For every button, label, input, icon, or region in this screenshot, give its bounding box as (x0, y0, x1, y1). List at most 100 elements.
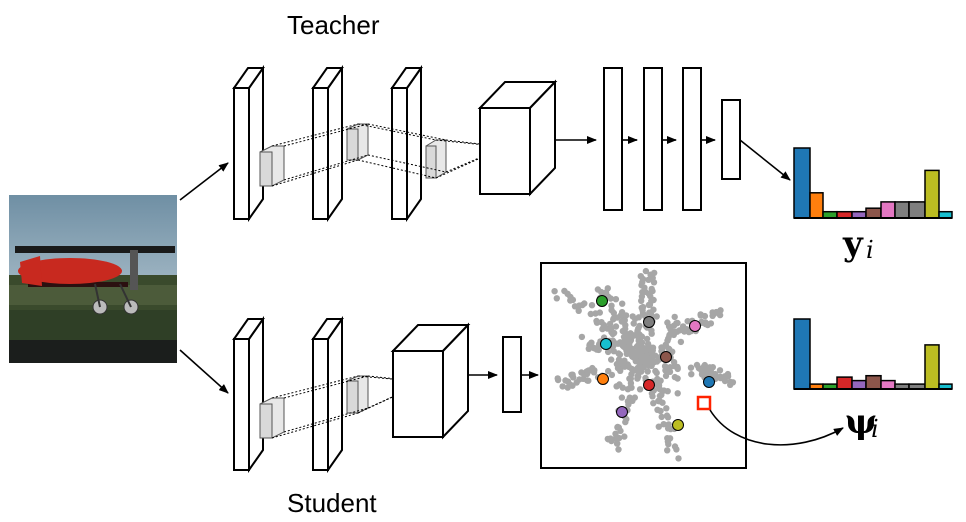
embedding-point (665, 441, 672, 448)
embedding-point (619, 327, 626, 335)
teacher-network (232, 64, 791, 223)
centroid-cyan (600, 338, 612, 350)
centroid-olive (672, 419, 684, 431)
query-point-marker (696, 395, 712, 411)
histogram-bar (851, 379, 867, 390)
embedding-point (688, 371, 695, 378)
embedding-point (575, 307, 582, 314)
embedding-point (650, 306, 657, 313)
histogram-bar (836, 376, 853, 390)
embedding-point (666, 435, 674, 442)
student-conv-layer-2 (311, 315, 369, 474)
embedding-point (576, 376, 583, 383)
embedding-point (621, 357, 628, 364)
embedding-point (653, 313, 660, 320)
embedding-point (674, 390, 681, 397)
embedding-point (721, 377, 729, 385)
student-label: Student (287, 488, 377, 518)
embedding-point (635, 325, 642, 332)
embedding-point (596, 309, 603, 316)
embedding-point (608, 371, 616, 379)
teacher-histogram (793, 147, 953, 219)
embedding-point (673, 320, 680, 327)
teacher-feature-cube (477, 79, 558, 197)
embedding-point (662, 342, 670, 349)
embedding-point (618, 394, 626, 401)
embedding-point (553, 295, 560, 302)
histogram-bar (865, 207, 882, 219)
histogram-bar (908, 201, 926, 219)
embedding-point (629, 313, 636, 320)
svg-text:ψ: ψ (845, 402, 877, 442)
centroid-gray (643, 316, 655, 328)
embedding-point (636, 338, 643, 345)
centroid-green (596, 295, 608, 307)
svg-text:i: i (866, 236, 874, 264)
embedding-point (664, 337, 671, 344)
embedding-point (660, 421, 667, 428)
centroid-purple (616, 406, 628, 418)
embedding-point (642, 267, 650, 275)
embedding-point (657, 377, 664, 384)
embedding-point (643, 335, 651, 343)
embedding-point (638, 282, 645, 289)
embedding-point (664, 447, 671, 454)
embedding-point (615, 446, 622, 453)
embedding-point (627, 349, 635, 357)
teacher-conv-layer-2 (311, 64, 369, 223)
embedding-point (612, 296, 620, 303)
embedding-point (612, 430, 619, 437)
embedding-point (593, 319, 601, 326)
embedding-point-cloud (551, 267, 737, 462)
embedding-point (717, 373, 724, 380)
embedding-point (687, 364, 695, 371)
embedding-point (636, 386, 644, 393)
embedding-point (648, 297, 655, 305)
student-output-label: ψ i (845, 402, 879, 443)
arrow-image-to-teacher (179, 162, 229, 201)
embedding-point (653, 369, 660, 377)
arrow-image-to-student (179, 349, 229, 394)
embedding-point (655, 423, 662, 430)
embedding-point (569, 382, 576, 389)
embedding-point (671, 313, 678, 321)
embedding-point (590, 344, 597, 351)
embedding-point (677, 338, 685, 346)
histogram-bar (865, 374, 882, 390)
embedding-point (569, 371, 576, 378)
centroid-red (643, 379, 655, 391)
embedding-point (702, 319, 709, 326)
embedding-point (554, 376, 562, 384)
embedding-point (665, 421, 672, 428)
embedding-point (650, 359, 657, 366)
embedding-point (716, 367, 724, 374)
histogram-bar (793, 318, 811, 390)
embedding-point (585, 377, 592, 384)
embedding-point (626, 375, 633, 382)
embedding-point (639, 307, 646, 314)
embedding-point (650, 400, 657, 407)
histogram-bar (924, 169, 940, 219)
embedding-point (638, 351, 645, 358)
embedding-point (624, 386, 632, 393)
student-histogram (793, 318, 953, 390)
embedding-point (559, 383, 566, 390)
histogram-bar (809, 192, 824, 219)
arrow-to-teacher-hist (739, 139, 791, 181)
embedding-point (617, 367, 624, 374)
embedding-point (622, 322, 629, 329)
teacher-output-layer (721, 99, 741, 180)
embedding-point (607, 295, 614, 302)
embedding-point (578, 369, 585, 376)
embedding-space-panel (540, 262, 747, 469)
embedding-point (551, 288, 558, 295)
embedding-point (613, 383, 620, 390)
embedding-point (658, 413, 665, 421)
embedding-point (619, 384, 626, 391)
embedding-point (632, 349, 640, 357)
embedding-point (671, 373, 679, 381)
embedding-point (635, 314, 642, 321)
svg-text:i: i (871, 415, 879, 443)
embedding-point (562, 377, 569, 384)
class-centroids (596, 295, 715, 431)
